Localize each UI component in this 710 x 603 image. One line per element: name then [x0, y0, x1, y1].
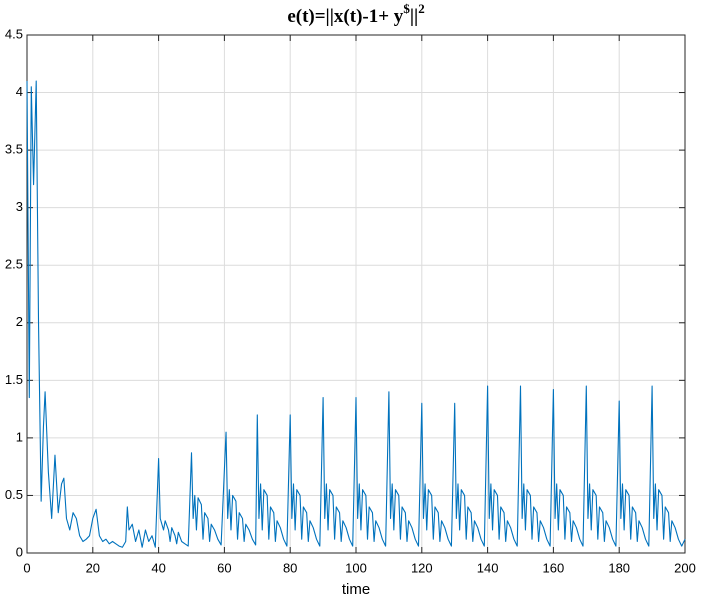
- y-tick-label: 4: [16, 84, 23, 99]
- x-tick-label: 200: [674, 560, 696, 575]
- y-tick-label: 2: [16, 314, 23, 329]
- x-tick-label: 80: [283, 560, 297, 575]
- title-part: ||: [410, 6, 418, 27]
- x-tick-label: 20: [86, 560, 100, 575]
- plot-frame: [26, 34, 686, 554]
- x-tick-label: 180: [608, 560, 630, 575]
- data-line: [26, 80, 686, 548]
- title-part: e(t)=||x(t)-1+ y: [287, 6, 403, 27]
- x-tick-label: 120: [411, 560, 433, 575]
- y-tick-label: 3: [16, 199, 23, 214]
- y-tick-label: 0.5: [5, 487, 23, 502]
- y-tick-label: 0: [16, 544, 23, 559]
- y-tick-label: 3.5: [5, 142, 23, 157]
- x-tick-label: 60: [217, 560, 231, 575]
- y-tick-label: 1: [16, 429, 23, 444]
- y-tick-label: 2.5: [5, 257, 23, 272]
- x-tick-label: 100: [345, 560, 367, 575]
- title-part: 2: [418, 1, 425, 16]
- x-axis-label: time: [342, 581, 370, 598]
- chart-title: e(t)=||x(t)-1+ y$||2: [287, 1, 424, 27]
- x-tick-label: 140: [477, 560, 499, 575]
- x-tick-label: 160: [543, 560, 565, 575]
- y-tick-label: 1.5: [5, 372, 23, 387]
- x-tick-label: 40: [151, 560, 165, 575]
- title-part: $: [403, 1, 410, 16]
- y-tick-label: 4.5: [5, 26, 23, 41]
- x-tick-label: 0: [23, 560, 30, 575]
